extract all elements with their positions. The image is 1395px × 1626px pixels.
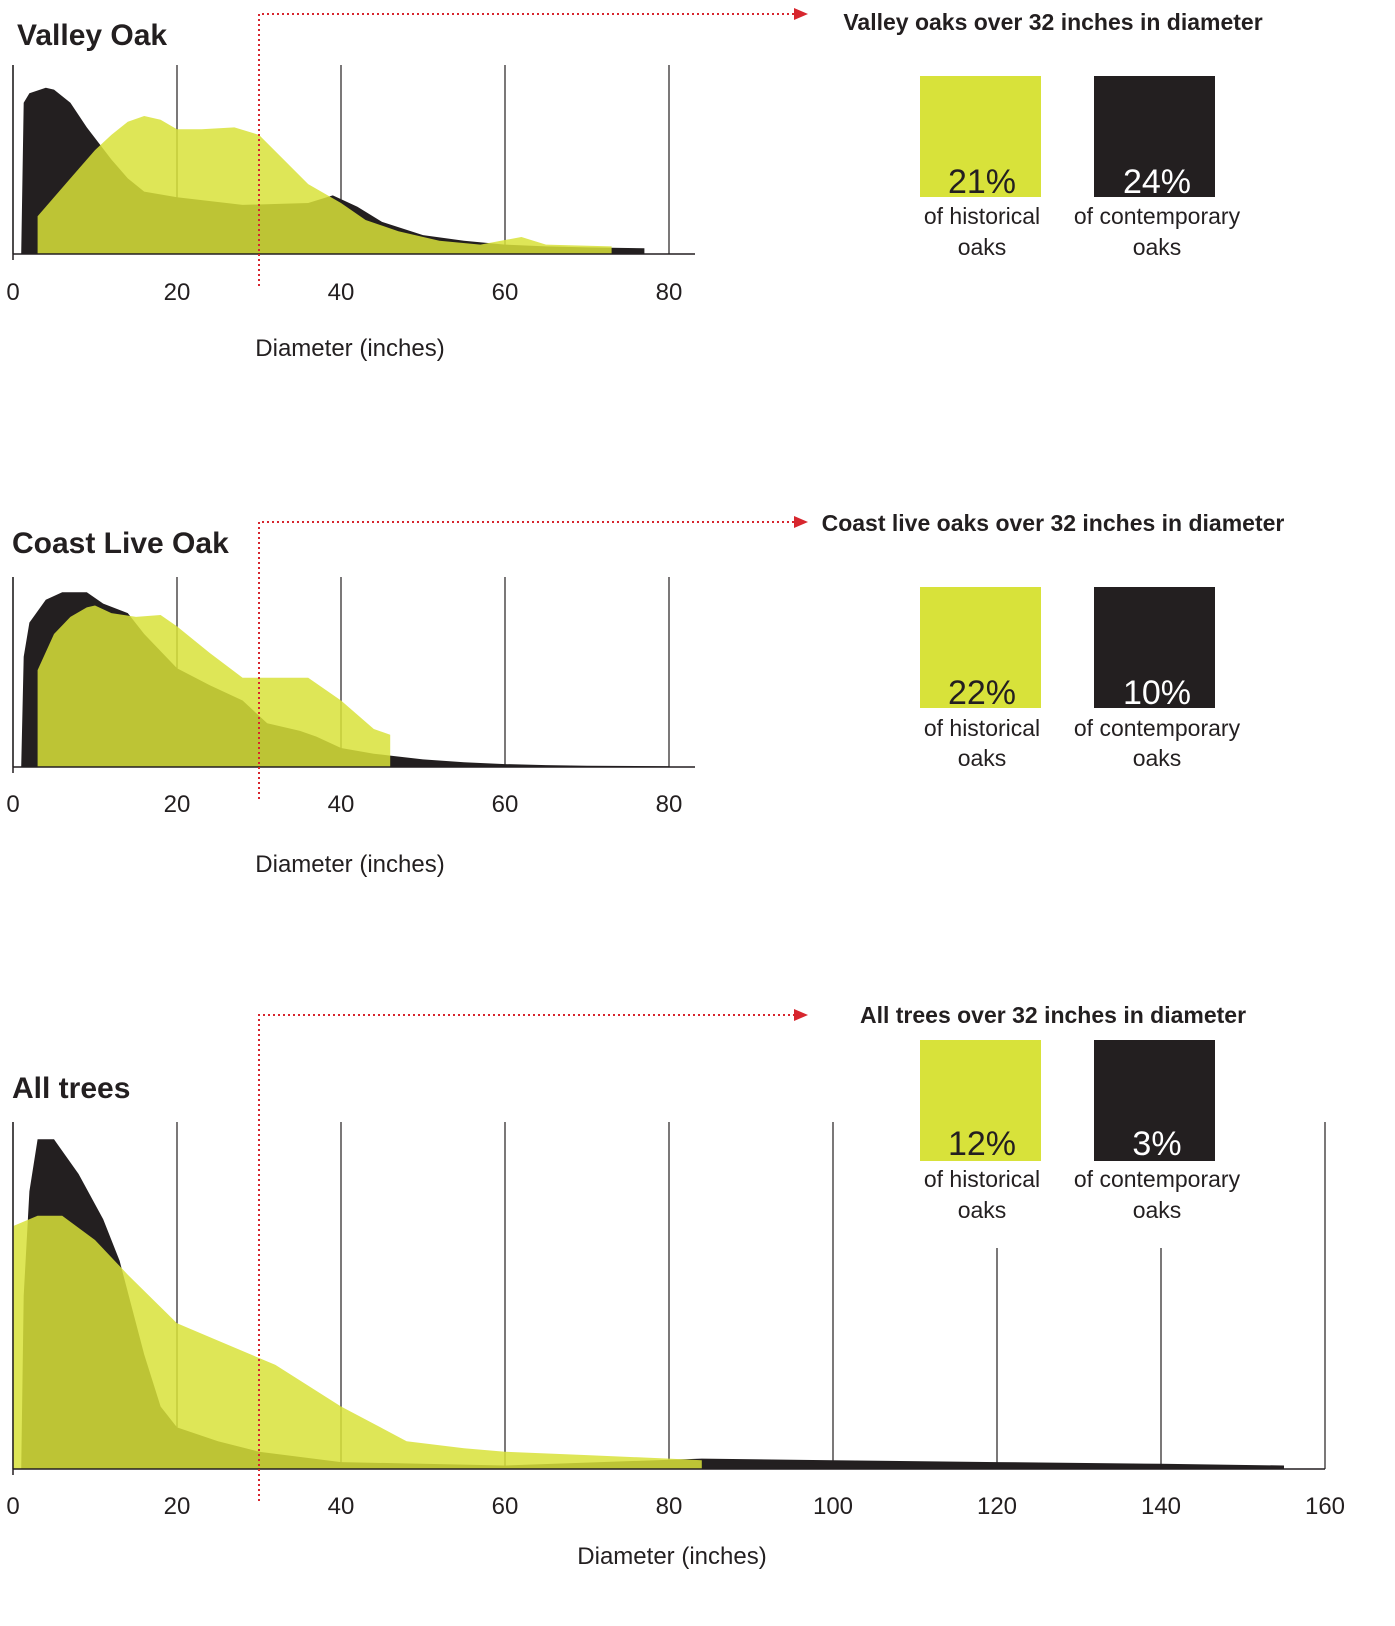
- valley-oak-contemporary-percent: 24%: [1123, 163, 1191, 201]
- coast-live-oak-historical-caption: oaks: [958, 745, 1007, 771]
- coast-live-oak-contemporary-percent: 10%: [1123, 674, 1191, 712]
- all-trees-historical-caption: of historical: [924, 1166, 1040, 1192]
- all-trees-historical-caption: oaks: [958, 1197, 1007, 1223]
- all-trees-tick-label: 40: [328, 1493, 355, 1520]
- all-trees-tick-label: 80: [656, 1493, 683, 1520]
- all-trees-tick-label: 120: [977, 1493, 1017, 1520]
- valley-oak-contemporary-caption: oaks: [1133, 234, 1182, 260]
- coast-live-oak-contemporary-caption: of contemporary: [1074, 715, 1241, 741]
- valley-oak-historical-area: [37, 116, 612, 254]
- coast-live-oak-historical-box: [920, 587, 1041, 708]
- all-trees-chart-title: All trees: [12, 1072, 130, 1105]
- all-trees-historical-percent: 12%: [948, 1125, 1016, 1163]
- valley-oak-threshold-line: [258, 13, 796, 286]
- all-trees-threshold-line: [258, 1014, 796, 1501]
- all-trees-tick-label: 20: [164, 1493, 191, 1520]
- coast-live-oak-chart-title: Coast Live Oak: [12, 527, 229, 560]
- all-trees-tick-label: 60: [492, 1493, 519, 1520]
- all-trees-tick-label: 0: [6, 1493, 19, 1520]
- valley-oak-historical-box: [920, 76, 1041, 197]
- coast-live-oak-tick-label: 80: [656, 791, 683, 818]
- valley-oak-tick-label: 60: [492, 279, 519, 306]
- coast-live-oak-contemporary-caption: oaks: [1133, 745, 1182, 771]
- valley-oak-tick-label: 80: [656, 279, 683, 306]
- valley-oak-tick-label: 20: [164, 279, 191, 306]
- coast-live-oak-x-axis-label: Diameter (inches): [255, 851, 444, 878]
- all-trees-tick-label: 160: [1305, 1493, 1345, 1520]
- all-trees-contemporary-caption: oaks: [1133, 1197, 1182, 1223]
- all-trees-contemporary-caption: of contemporary: [1074, 1166, 1241, 1192]
- all-trees-threshold-arrow: [794, 1009, 808, 1021]
- valley-oak-historical-caption: oaks: [958, 234, 1007, 260]
- valley-oak-historical-percent: 21%: [948, 163, 1016, 201]
- valley-oak-threshold-arrow: [794, 8, 808, 20]
- coast-live-oak-contemporary-box: [1094, 587, 1215, 708]
- valley-oak-contemporary-box: [1094, 76, 1215, 197]
- coast-live-oak-historical-caption: of historical: [924, 715, 1040, 741]
- all-trees-x-axis-label: Diameter (inches): [577, 1543, 766, 1570]
- valley-oak-chart-title: Valley Oak: [17, 19, 167, 52]
- valley-oak-historical-caption: of historical: [924, 203, 1040, 229]
- valley-oak-summary-title: Valley oaks over 32 inches in diameter: [843, 9, 1262, 35]
- all-trees-summary-title: All trees over 32 inches in diameter: [860, 1002, 1246, 1028]
- coast-live-oak-historical-area: [37, 605, 391, 767]
- coast-live-oak-tick-label: 20: [164, 791, 191, 818]
- coast-live-oak-threshold-arrow: [794, 516, 808, 528]
- valley-oak-tick-label: 0: [6, 279, 19, 306]
- valley-oak-contemporary-caption: of contemporary: [1074, 203, 1241, 229]
- coast-live-oak-tick-label: 0: [6, 791, 19, 818]
- coast-live-oak-threshold-line: [258, 521, 796, 799]
- coast-live-oak-tick-label: 40: [328, 791, 355, 818]
- valley-oak-tick-label: 40: [328, 279, 355, 306]
- all-trees-historical-area: [13, 1215, 702, 1469]
- all-trees-contemporary-percent: 3%: [1132, 1125, 1181, 1163]
- coast-live-oak-historical-percent: 22%: [948, 674, 1016, 712]
- coast-live-oak-summary-title: Coast live oaks over 32 inches in diamet…: [822, 510, 1285, 536]
- all-trees-historical-box: [920, 1040, 1041, 1161]
- all-trees-contemporary-box: [1094, 1040, 1215, 1161]
- valley-oak-x-axis-label: Diameter (inches): [255, 335, 444, 362]
- all-trees-tick-label: 140: [1141, 1493, 1181, 1520]
- all-trees-tick-label: 100: [813, 1493, 853, 1520]
- coast-live-oak-tick-label: 60: [492, 791, 519, 818]
